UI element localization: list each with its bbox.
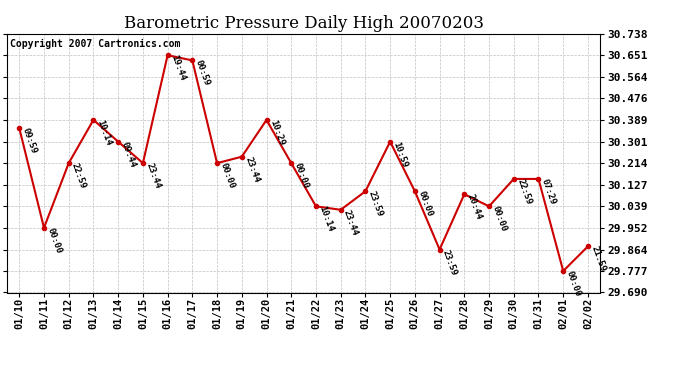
Text: 10:14: 10:14: [95, 118, 112, 147]
Text: 23:59: 23:59: [367, 190, 384, 218]
Text: 10:14: 10:14: [317, 205, 335, 233]
Text: 23:44: 23:44: [243, 155, 261, 184]
Text: 00:00: 00:00: [46, 226, 63, 255]
Text: 00:00: 00:00: [564, 270, 582, 298]
Text: 10:59: 10:59: [391, 140, 409, 169]
Text: 00:00: 00:00: [219, 162, 236, 190]
Text: Copyright 2007 Cartronics.com: Copyright 2007 Cartronics.com: [10, 39, 180, 49]
Text: 23:44: 23:44: [342, 209, 359, 237]
Text: 22:59: 22:59: [70, 162, 88, 190]
Text: 20:44: 20:44: [466, 193, 484, 221]
Text: 09:44: 09:44: [119, 140, 137, 169]
Text: 19:44: 19:44: [169, 54, 187, 82]
Text: 00:00: 00:00: [416, 190, 434, 218]
Text: 00:00: 00:00: [491, 205, 508, 233]
Text: 09:59: 09:59: [21, 127, 39, 155]
Text: 23:59: 23:59: [441, 248, 459, 276]
Title: Barometric Pressure Daily High 20070203: Barometric Pressure Daily High 20070203: [124, 15, 484, 32]
Text: 07:29: 07:29: [540, 177, 558, 206]
Text: 23:44: 23:44: [144, 162, 162, 190]
Text: 22:59: 22:59: [515, 177, 533, 206]
Text: 10:29: 10:29: [268, 118, 286, 147]
Text: 00:59: 00:59: [194, 59, 211, 87]
Text: 00:00: 00:00: [293, 162, 310, 190]
Text: 21:59: 21:59: [589, 245, 607, 273]
